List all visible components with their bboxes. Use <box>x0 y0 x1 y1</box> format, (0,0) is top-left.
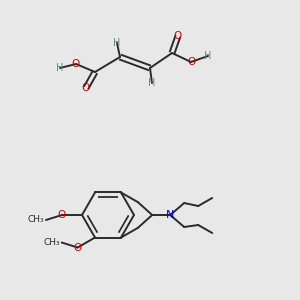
Text: CH₃: CH₃ <box>27 215 44 224</box>
Text: H: H <box>204 51 212 61</box>
Text: O: O <box>72 59 80 69</box>
Text: O: O <box>187 57 195 67</box>
Text: O: O <box>174 31 182 41</box>
Text: O: O <box>74 242 82 253</box>
Text: H: H <box>148 78 156 88</box>
Text: H: H <box>113 38 121 48</box>
Text: CH₃: CH₃ <box>43 238 60 247</box>
Text: O: O <box>82 83 90 93</box>
Text: O: O <box>58 210 66 220</box>
Text: H: H <box>56 63 64 73</box>
Text: N: N <box>166 210 174 220</box>
